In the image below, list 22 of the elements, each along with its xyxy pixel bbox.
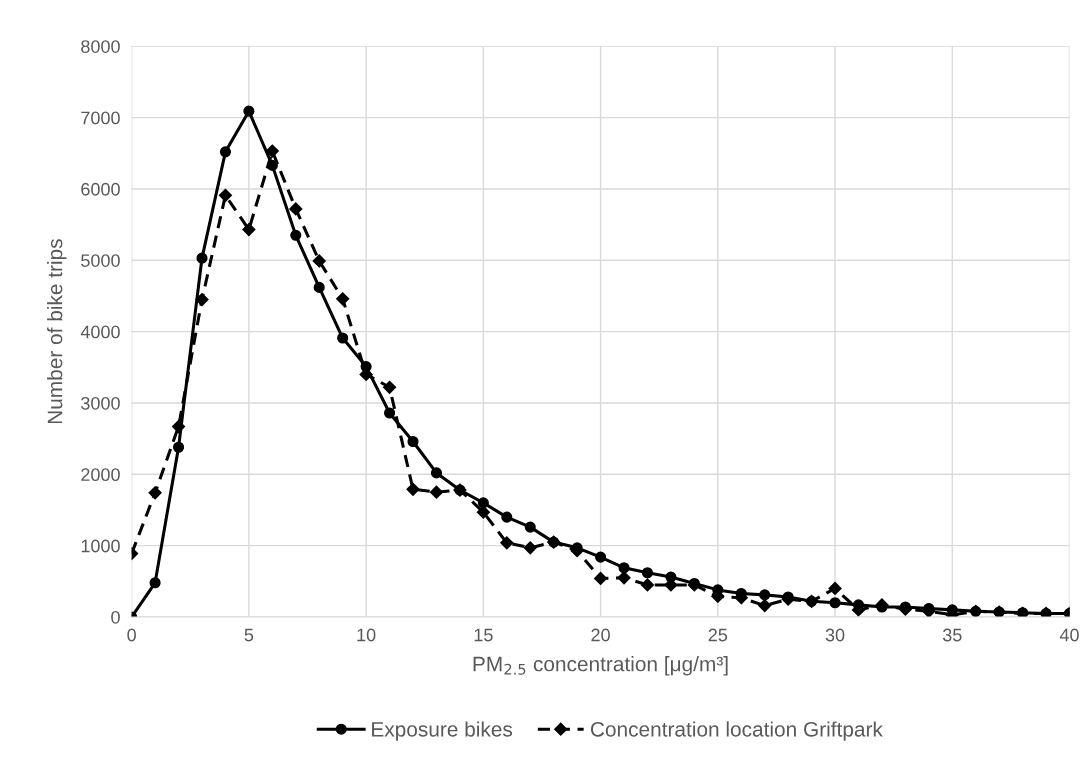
legend-label: Concentration location Griftpark: [590, 721, 883, 741]
y-tick-label: 6000: [81, 182, 120, 196]
y-tick-label: 0: [111, 610, 120, 624]
x-tick-label: 10: [357, 628, 376, 642]
y-axis-title: Number of bike trips: [47, 239, 67, 424]
x-tick-label: 30: [825, 628, 845, 642]
y-tick-label: 5000: [81, 254, 120, 267]
x-tick-label: 25: [708, 628, 728, 642]
y-tick-label: 3000: [81, 396, 120, 410]
y-tick-label: 4000: [80, 325, 120, 339]
x-tick-label: 35: [942, 628, 962, 642]
x-tick-label: 15: [474, 628, 493, 642]
x-tick-label: 40: [1059, 628, 1079, 642]
y-tick-label: 8000: [81, 40, 120, 53]
y-tick-label: 7000: [81, 111, 120, 125]
x-tick-label: 0: [127, 628, 136, 642]
x-axis-title: PM$_{2.5}$ concentration [μg/m³]: [473, 656, 728, 676]
y-tick-label: 1000: [81, 539, 120, 553]
x-tick-label: 20: [591, 628, 610, 642]
y-tick-label: 2000: [81, 468, 120, 482]
x-tick-label: 5: [244, 628, 254, 642]
legend-label: Exposure bikes: [372, 721, 513, 741]
